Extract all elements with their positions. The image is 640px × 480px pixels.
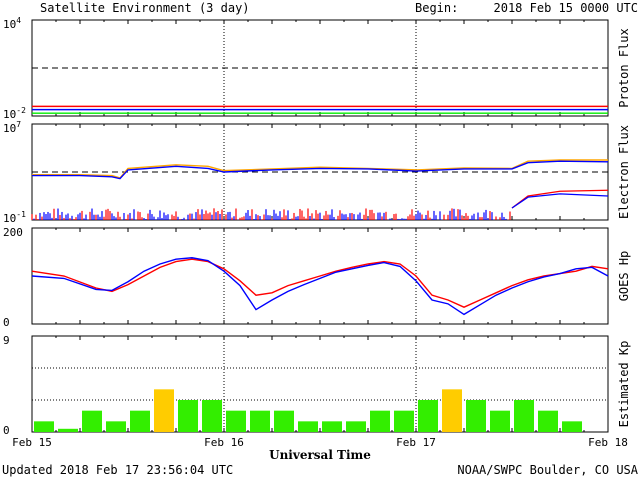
x-tick-label-feb15: Feb 15 (12, 436, 52, 449)
kp-bar (178, 400, 198, 432)
kp-bar (130, 410, 150, 432)
proton-panel-frame (31, 19, 609, 117)
kp-bar (250, 410, 270, 432)
goes-hp-y-axis-label: GOES Hp (617, 251, 631, 302)
kp-bar (538, 410, 558, 432)
updated-timestamp: Updated 2018 Feb 17 23:56:04 UTC (2, 463, 233, 477)
kp-bar (370, 410, 390, 432)
kp-y-axis-label: Estimated Kp (617, 341, 631, 428)
x-tick-label-feb18: Feb 18 (588, 436, 628, 449)
kp-bar (202, 400, 222, 432)
kp-bar (82, 410, 102, 432)
kp-bar (298, 421, 318, 432)
kp-bar (466, 400, 486, 432)
electron-lower-band-line (511, 193, 609, 209)
electron-lower-band-line (511, 189, 609, 209)
panels-group: 104 10-2 Proton Flux 107 10-1 Electron Flux 20… (3, 16, 631, 437)
kp-bar (394, 410, 414, 432)
electron-y-tick-label: 107 (3, 120, 21, 135)
goes-hp-y-tick-label: 200 (3, 226, 23, 239)
goes-hp-series-red-line (31, 258, 609, 308)
kp-bar (418, 400, 438, 432)
x-axis-title: Universal Time (269, 448, 371, 462)
proton-y-tick-label: 10-2 (3, 106, 26, 121)
goes-hp-y-tick-label: 0 (3, 316, 10, 329)
kp-bar (442, 389, 462, 432)
kp-bar (226, 410, 246, 432)
electron-y-axis-label: Electron Flux (617, 125, 631, 219)
kp-bar (346, 421, 366, 432)
kp-bar (514, 400, 534, 432)
kp-bar (562, 421, 582, 432)
kp-bar (490, 410, 510, 432)
electron-series-blue-line (32, 160, 609, 180)
electron-panel-frame (31, 123, 609, 221)
electron-series-orange-line (32, 159, 608, 179)
goes-hp-series-blue-line (31, 257, 609, 316)
kp-bar (106, 421, 126, 432)
kp-bar (154, 389, 174, 432)
kp-y-tick-label: 0 (3, 424, 10, 437)
begin-label: Begin: (415, 1, 458, 15)
proton-y-axis-label: Proton Flux (617, 28, 631, 107)
kp-bar (34, 421, 54, 432)
x-tick-label-feb17: Feb 17 (396, 436, 436, 449)
x-tick-label-feb16: Feb 16 (204, 436, 244, 449)
kp-bar (322, 421, 342, 432)
credit-text: NOAA/SWPC Boulder, CO USA (457, 463, 638, 477)
proton-y-tick-label: 104 (3, 16, 21, 31)
chart-title: Satellite Environment (3 day) (40, 1, 250, 15)
begin-value: 2018 Feb 15 0000 UTC (494, 1, 639, 15)
kp-bar (274, 410, 294, 432)
kp-bar (58, 428, 78, 432)
electron-y-tick-label: 10-1 (3, 210, 26, 225)
kp-y-tick-label: 9 (3, 334, 10, 347)
